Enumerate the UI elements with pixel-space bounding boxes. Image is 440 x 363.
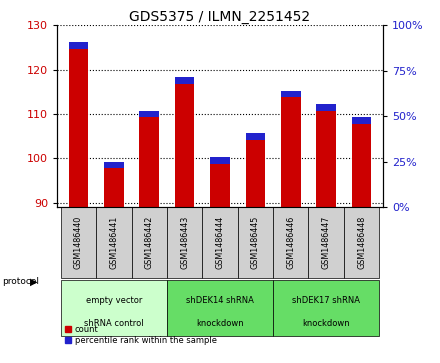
- Bar: [69, 45, 88, 207]
- Text: protocol: protocol: [2, 277, 39, 286]
- Bar: [104, 162, 124, 168]
- Bar: [61, 207, 96, 278]
- Bar: [273, 280, 379, 337]
- Text: knockdown: knockdown: [196, 319, 244, 327]
- Text: GSM1486445: GSM1486445: [251, 216, 260, 269]
- Text: GSM1486447: GSM1486447: [322, 216, 331, 269]
- Legend: count, percentile rank within the sample: count, percentile rank within the sample: [61, 322, 220, 348]
- Text: GSM1486440: GSM1486440: [74, 216, 83, 269]
- Bar: [167, 280, 273, 337]
- Bar: [139, 114, 159, 207]
- Text: shRNA control: shRNA control: [84, 319, 143, 327]
- Text: shDEK14 shRNA: shDEK14 shRNA: [186, 296, 254, 305]
- Bar: [96, 207, 132, 278]
- Bar: [316, 104, 336, 111]
- Text: GSM1486448: GSM1486448: [357, 216, 366, 269]
- Bar: [139, 111, 159, 117]
- Bar: [175, 81, 194, 207]
- Text: GSM1486444: GSM1486444: [216, 216, 224, 269]
- Bar: [352, 121, 371, 207]
- Text: knockdown: knockdown: [302, 319, 350, 327]
- Title: GDS5375 / ILMN_2251452: GDS5375 / ILMN_2251452: [129, 11, 311, 24]
- Bar: [132, 207, 167, 278]
- Bar: [61, 280, 167, 337]
- Bar: [246, 136, 265, 207]
- Text: ▶: ▶: [30, 277, 37, 286]
- Bar: [352, 117, 371, 124]
- Bar: [246, 133, 265, 139]
- Bar: [344, 207, 379, 278]
- Text: GSM1486441: GSM1486441: [109, 216, 118, 269]
- Bar: [281, 94, 301, 207]
- Text: GSM1486442: GSM1486442: [145, 216, 154, 269]
- Bar: [202, 207, 238, 278]
- Bar: [69, 42, 88, 49]
- Bar: [273, 207, 308, 278]
- Bar: [167, 207, 202, 278]
- Bar: [175, 77, 194, 84]
- Bar: [210, 160, 230, 207]
- Text: GSM1486446: GSM1486446: [286, 216, 295, 269]
- Bar: [238, 207, 273, 278]
- Bar: [210, 157, 230, 164]
- Text: empty vector: empty vector: [86, 296, 142, 305]
- Text: GSM1486443: GSM1486443: [180, 216, 189, 269]
- Bar: [308, 207, 344, 278]
- Bar: [316, 107, 336, 207]
- Bar: [104, 165, 124, 207]
- Bar: [281, 91, 301, 97]
- Text: shDEK17 shRNA: shDEK17 shRNA: [292, 296, 360, 305]
